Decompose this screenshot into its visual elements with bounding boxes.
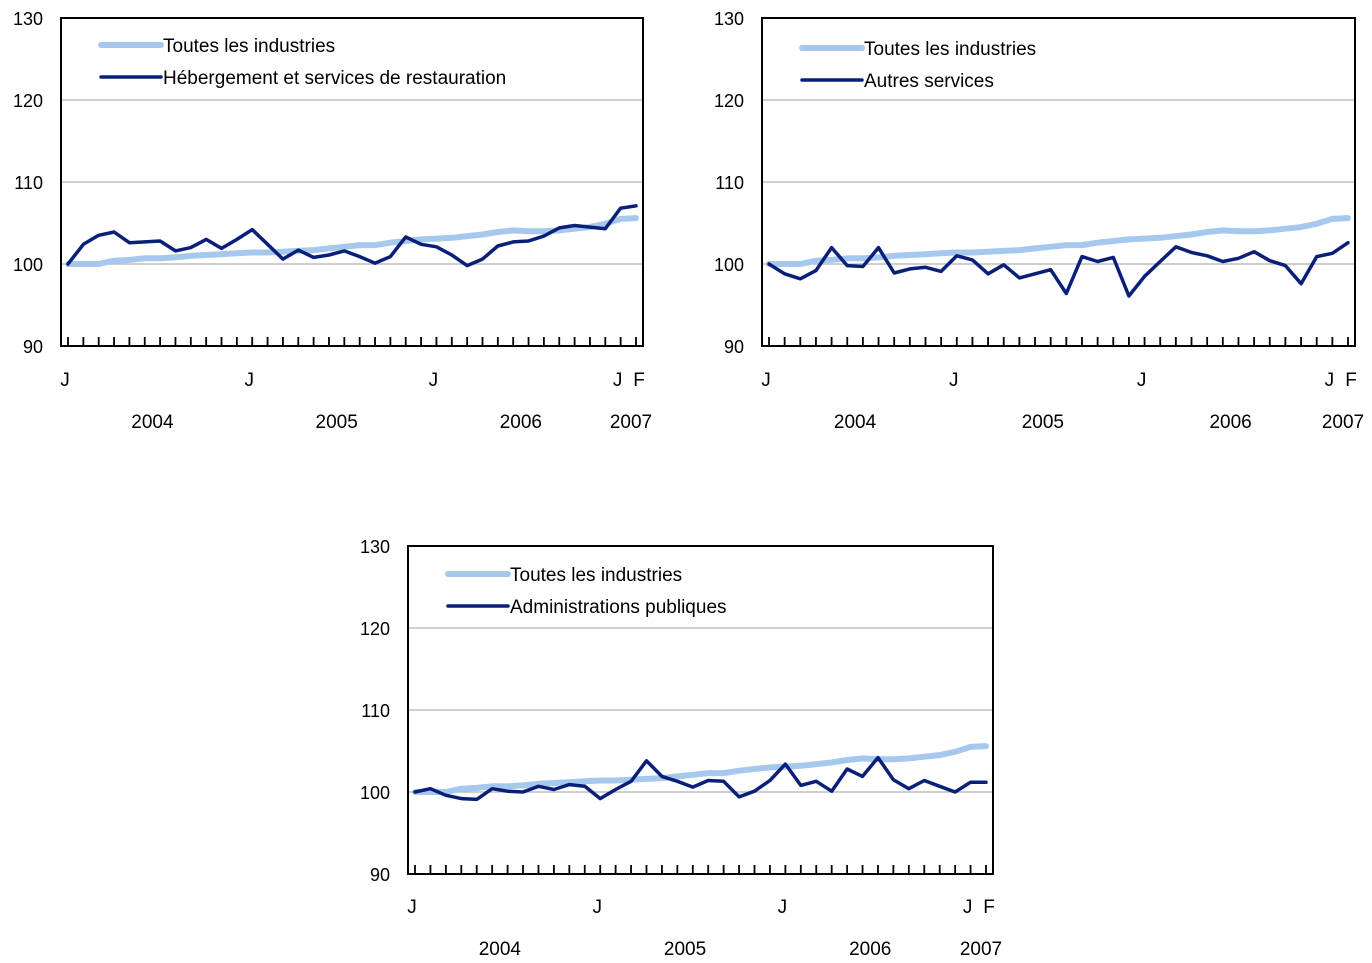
legend-label: Toutes les industries — [163, 36, 335, 57]
x-month-label: J — [963, 897, 973, 918]
x-year-label: 2007 — [610, 412, 652, 433]
legend-label: Hébergement et services de restauration — [163, 68, 506, 89]
x-month-label: J — [1137, 370, 1147, 391]
x-month-label: J — [949, 370, 959, 391]
legend-label: Administrations publiques — [510, 597, 727, 618]
series-line-2 — [767, 240, 1350, 298]
x-month-label: J — [244, 370, 254, 391]
x-year-label: 2006 — [1209, 412, 1251, 433]
y-tick-label: 120 — [13, 91, 43, 111]
x-year-label: 2006 — [849, 939, 891, 960]
x-month-label: J — [613, 370, 623, 391]
legend-label: Toutes les industries — [864, 39, 1036, 60]
y-tick-label: 130 — [714, 9, 744, 29]
x-year-label: 2004 — [131, 412, 174, 433]
chart-3: 90 100 110 120 130 Toutes les industries Admin… — [360, 537, 1002, 960]
y-tick-label: 90 — [23, 337, 43, 357]
chart-1: 90 100 110 120 130 Toutes les industries Héber… — [13, 9, 652, 433]
y-tick-label: 110 — [361, 701, 390, 721]
y-tick-label: 110 — [715, 173, 744, 193]
y-tick-label: 100 — [714, 255, 744, 275]
y-tick-label: 100 — [360, 783, 390, 803]
x-month-label: J — [407, 897, 417, 918]
x-year-label: 2005 — [664, 939, 706, 960]
x-year-label: 2004 — [834, 412, 877, 433]
x-month-label: F — [983, 897, 995, 918]
y-tick-label: 120 — [360, 619, 390, 639]
x-year-label: 2007 — [1322, 412, 1364, 433]
series-line-2 — [66, 204, 638, 268]
x-month-label: J — [592, 897, 602, 918]
x-year-label: 2004 — [479, 939, 522, 960]
y-tick-label: 130 — [360, 537, 390, 557]
series-line-1 — [65, 215, 639, 267]
y-tick-label: 90 — [724, 337, 744, 357]
x-year-label: 2006 — [500, 412, 542, 433]
x-month-label: J — [761, 370, 771, 391]
y-tick-label: 90 — [370, 865, 390, 885]
x-month-label: F — [633, 370, 645, 391]
x-month-label: J — [60, 370, 70, 391]
x-year-label: 2005 — [1022, 412, 1064, 433]
x-month-label: F — [1345, 370, 1357, 391]
x-year-label: 2007 — [960, 939, 1002, 960]
series-line-1 — [412, 743, 989, 795]
legend-label: Toutes les industries — [510, 565, 682, 586]
series-line-1 — [766, 215, 1351, 267]
x-month-label: J — [778, 897, 788, 918]
y-tick-label: 100 — [13, 255, 43, 275]
y-tick-label: 110 — [14, 173, 43, 193]
x-year-label: 2005 — [316, 412, 358, 433]
x-month-label: J — [429, 370, 439, 391]
series-line-2 — [413, 755, 988, 802]
y-tick-label: 120 — [714, 91, 744, 111]
legend-label: Autres services — [864, 71, 994, 92]
x-month-label: J — [1325, 370, 1335, 391]
y-tick-label: 130 — [13, 9, 43, 29]
chart-2: 90 100 110 120 130 Toutes les industries Autre… — [714, 9, 1364, 433]
